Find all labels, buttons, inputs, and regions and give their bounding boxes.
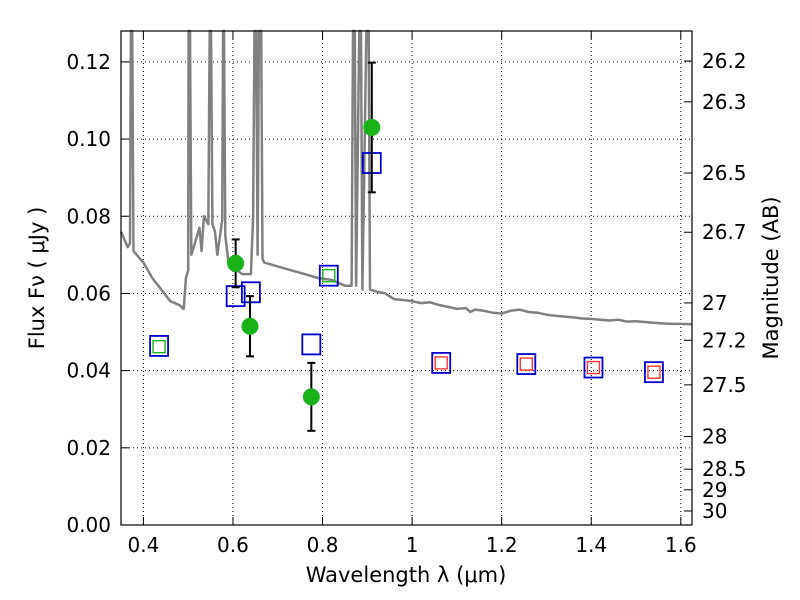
x-axis-label: Wavelength λ (μm)	[306, 563, 507, 587]
x-tick-label: 1.2	[486, 533, 518, 557]
model-square-marker	[318, 264, 339, 287]
model-square-marker	[301, 333, 322, 356]
filter-square-marker	[586, 360, 601, 375]
filter-square-marker	[519, 357, 533, 371]
mag-tick-label: 29	[702, 478, 727, 502]
tick-labels-layer: 0.4 0.6 0.8 1 1.2 1.4 1.6 0.00 0.02 0.04 0.06 0.08 0…	[66, 49, 746, 557]
mag-tick-label: 26.5	[702, 161, 747, 185]
x-tick-label: 1.6	[665, 533, 697, 557]
plot-frame	[120, 30, 693, 526]
x-tick-label: 0.4	[127, 533, 159, 557]
x-tick-label: 1.4	[575, 533, 607, 557]
y-tick-label: 0.04	[66, 359, 111, 383]
filter-square-marker	[647, 365, 661, 379]
mag-tick-label: 27.2	[702, 328, 747, 352]
y-tick-label: 0.02	[66, 436, 111, 460]
observed-point	[227, 254, 245, 272]
spectrum-layer	[119, 29, 693, 326]
spectrum-line	[119, 29, 693, 326]
ticks-layer	[121, 31, 692, 526]
y-tick-label: 0.00	[66, 513, 111, 537]
model-square-marker	[149, 335, 169, 357]
observed-point	[363, 118, 381, 136]
filter-square-marker	[152, 339, 166, 354]
model-square-marker	[644, 361, 664, 384]
mag-tick-label: 26.2	[702, 49, 747, 73]
observed-point	[241, 317, 259, 335]
y2-axis-label: Magnitude (AB)	[759, 196, 783, 359]
plot-background	[121, 31, 692, 525]
markers-layer	[149, 61, 664, 432]
x-tick-label: 0.6	[217, 533, 249, 557]
x-tick-label: 0.8	[307, 533, 339, 557]
filter-square-marker	[322, 268, 336, 283]
mag-tick-label: 28.5	[702, 457, 747, 481]
y-tick-label: 0.08	[66, 204, 111, 228]
filter-square-marker	[434, 356, 448, 370]
mag-tick-label: 26.3	[702, 90, 747, 114]
model-square-marker	[583, 356, 604, 379]
y-tick-label: 0.10	[66, 127, 111, 151]
y-tick-label: 0.06	[66, 281, 111, 305]
mag-tick-label: 30	[702, 499, 727, 523]
mag-tick-label: 27.5	[702, 373, 747, 397]
y-axis-label: Flux Fν ( μJy )	[25, 207, 49, 350]
model-square-marker	[516, 353, 537, 375]
y-tick-label: 0.12	[66, 50, 111, 74]
model-square-marker	[431, 352, 452, 374]
observed-point	[302, 388, 320, 406]
mag-tick-label: 26.7	[702, 220, 747, 244]
x-tick-label: 1	[406, 533, 419, 557]
mag-tick-label: 28	[702, 425, 727, 449]
mag-tick-label: 27	[702, 291, 727, 315]
